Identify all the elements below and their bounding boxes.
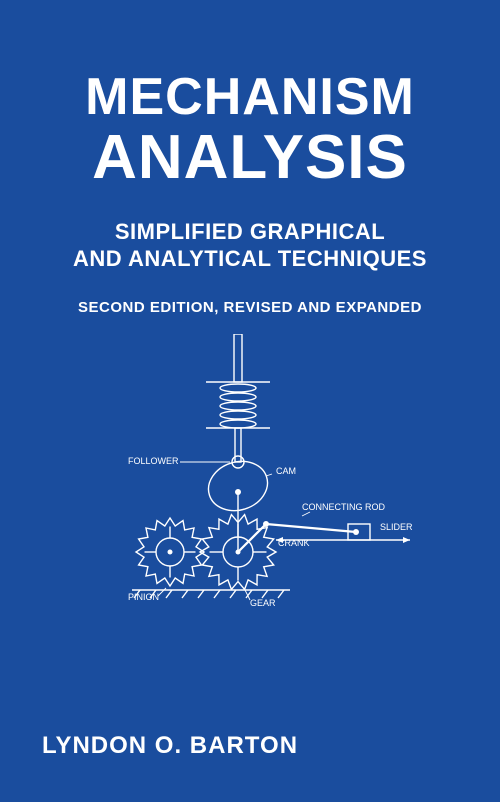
title-line-1: MECHANISM bbox=[85, 70, 415, 125]
svg-text:CAM: CAM bbox=[276, 466, 296, 476]
author-name: LYNDON O. BARTON bbox=[42, 732, 298, 760]
svg-text:SLIDER: SLIDER bbox=[380, 522, 413, 532]
svg-text:CONNECTING ROD: CONNECTING ROD bbox=[302, 502, 386, 512]
subtitle-line-2: AND ANALYTICAL TECHNIQUES bbox=[73, 245, 427, 273]
edition-line: SECOND EDITION, REVISED AND EXPANDED bbox=[78, 299, 422, 316]
svg-text:CRANK: CRANK bbox=[278, 538, 310, 548]
title-block: MECHANISM ANALYSIS bbox=[85, 70, 415, 190]
svg-text:FOLLOWER: FOLLOWER bbox=[128, 456, 179, 466]
svg-text:PINION: PINION bbox=[128, 592, 159, 602]
subtitle-line-1: SIMPLIFIED GRAPHICAL bbox=[73, 218, 427, 246]
svg-text:GEAR: GEAR bbox=[250, 598, 276, 608]
mechanism-diagram: FOLLOWER CAM CONNECTING ROD CRANK SLIDER PINI… bbox=[80, 334, 420, 624]
subtitle-block: SIMPLIFIED GRAPHICAL AND ANALYTICAL TECH… bbox=[73, 218, 427, 273]
title-line-2: ANALYSIS bbox=[85, 125, 415, 190]
book-cover: MECHANISM ANALYSIS SIMPLIFIED GRAPHICAL … bbox=[0, 0, 500, 802]
